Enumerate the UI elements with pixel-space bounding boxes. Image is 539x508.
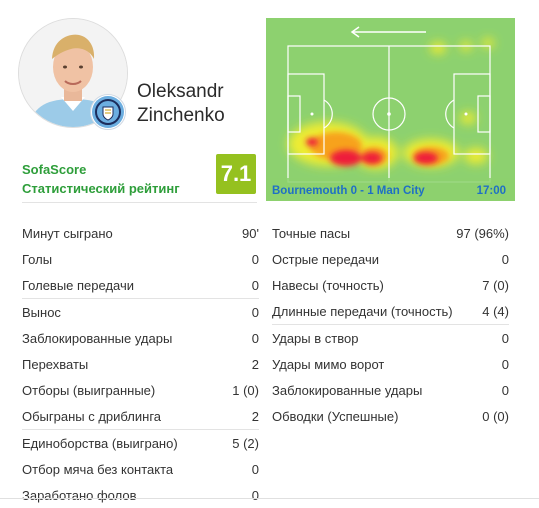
- divider: [272, 324, 509, 325]
- stat-label: Обыграны с дриблинга: [22, 408, 162, 424]
- stat-row: Навесы (точность) 7 (0): [272, 272, 509, 298]
- divider: [22, 298, 259, 299]
- stat-label: Удары в створ: [272, 330, 359, 346]
- stat-row: Единоборства (выиграно) 5 (2): [22, 430, 259, 456]
- player-photo: [18, 18, 128, 128]
- stat-label: Удары мимо ворот: [272, 356, 385, 372]
- stat-label: Заблокированные удары: [22, 330, 173, 346]
- stat-row: Отбор мяча без контакта 0: [22, 456, 259, 482]
- stat-label: Перехваты: [22, 356, 89, 372]
- stat-label: Голы: [22, 251, 53, 267]
- stats-right-column: Точные пасы 97 (96%) Острые передачи 0 Навес…: [272, 220, 509, 429]
- stat-value: 0 (0): [482, 408, 509, 424]
- rating-subtitle: Статистический рейтинг: [22, 181, 180, 196]
- stat-value: 5 (2): [232, 435, 259, 451]
- stat-row: Удары мимо ворот 0: [272, 351, 509, 377]
- heatmap-time: 17:00: [477, 185, 506, 197]
- stat-label: Минут сыграно: [22, 225, 113, 241]
- stat-value: 0: [251, 330, 259, 346]
- stat-row: Обыграны с дриблинга 2: [22, 403, 259, 429]
- stat-row: Заблокированные удары 0: [22, 325, 259, 351]
- pitch: [266, 18, 515, 201]
- stat-row: Перехваты 2: [22, 351, 259, 377]
- stat-value: 0: [251, 461, 259, 477]
- stat-label: Заблокированные удары: [272, 382, 423, 398]
- stat-label: Единоборства (выиграно): [22, 435, 178, 451]
- player-first-name: Oleksandr: [137, 81, 224, 102]
- stat-row: Острые передачи 0: [272, 246, 509, 272]
- stats-left-column: Минут сыграно 90' Голы 0 Голевые передачи 0 Вы…: [22, 220, 259, 508]
- stat-label: Длинные передачи (точность): [272, 303, 453, 319]
- rating-brand: SofaScore: [22, 162, 87, 177]
- stat-value: 0: [251, 487, 259, 503]
- rating-label: SofaScore Статистический рейтинг: [22, 160, 180, 198]
- stat-label: Острые передачи: [272, 251, 379, 267]
- stat-row: Голевые передачи 0: [22, 272, 259, 298]
- stat-value: 4 (4): [482, 303, 509, 319]
- stat-row: Голы 0: [22, 246, 259, 272]
- stat-row: Удары в створ 0: [272, 325, 509, 351]
- stat-value: 0: [501, 382, 509, 398]
- stat-value: 2: [251, 356, 259, 372]
- stat-row: Отборы (выигранные) 1 (0): [22, 377, 259, 403]
- stat-value: 2: [251, 408, 259, 424]
- stat-row: Минут сыграно 90': [22, 220, 259, 246]
- stat-label: Навесы (точность): [272, 277, 384, 293]
- stat-value: 1 (0): [232, 382, 259, 398]
- stat-row: Заблокированные удары 0: [272, 377, 509, 403]
- stat-label: Вынос: [22, 304, 61, 320]
- stat-value: 0: [501, 330, 509, 346]
- heat-zone-red: [306, 138, 438, 166]
- stat-label: Точные пасы: [272, 225, 351, 241]
- player-last-name: Zinchenko: [137, 105, 225, 126]
- stat-value: 0: [251, 277, 259, 293]
- stat-row: Обводки (Успешные) 0 (0): [272, 403, 509, 429]
- stat-value: 0: [501, 356, 509, 372]
- heatmap: Bournemouth 0 - 1 Man City 17:00: [266, 18, 515, 201]
- heatmap-match: Bournemouth 0 - 1 Man City: [272, 185, 425, 197]
- stat-value: 0: [501, 251, 509, 267]
- divider: [22, 429, 259, 430]
- arrow-left-icon: [350, 26, 426, 38]
- stat-row: Точные пасы 97 (96%): [272, 220, 509, 246]
- stat-label: Заработано фолов: [22, 487, 137, 503]
- stat-value: 0: [251, 304, 259, 320]
- stat-row: Заработано фолов 0: [22, 482, 259, 508]
- divider: [22, 202, 257, 203]
- club-badge-icon: [90, 94, 126, 130]
- stat-value: 0: [251, 251, 259, 267]
- stat-label: Голевые передачи: [22, 277, 135, 293]
- stat-value: 90': [242, 225, 259, 241]
- stat-value: 7 (0): [482, 277, 509, 293]
- stat-row: Длинные передачи (точность) 4 (4): [272, 298, 509, 324]
- stat-label: Отбор мяча без контакта: [22, 461, 174, 477]
- divider: [0, 498, 539, 499]
- stat-label: Обводки (Успешные): [272, 408, 399, 424]
- stat-row: Вынос 0: [22, 299, 259, 325]
- rating-badge: 7.1: [216, 154, 256, 194]
- stat-value: 97 (96%): [456, 225, 509, 241]
- player-name: Oleksandr Zinchenko: [137, 80, 225, 128]
- stat-label: Отборы (выигранные): [22, 382, 156, 398]
